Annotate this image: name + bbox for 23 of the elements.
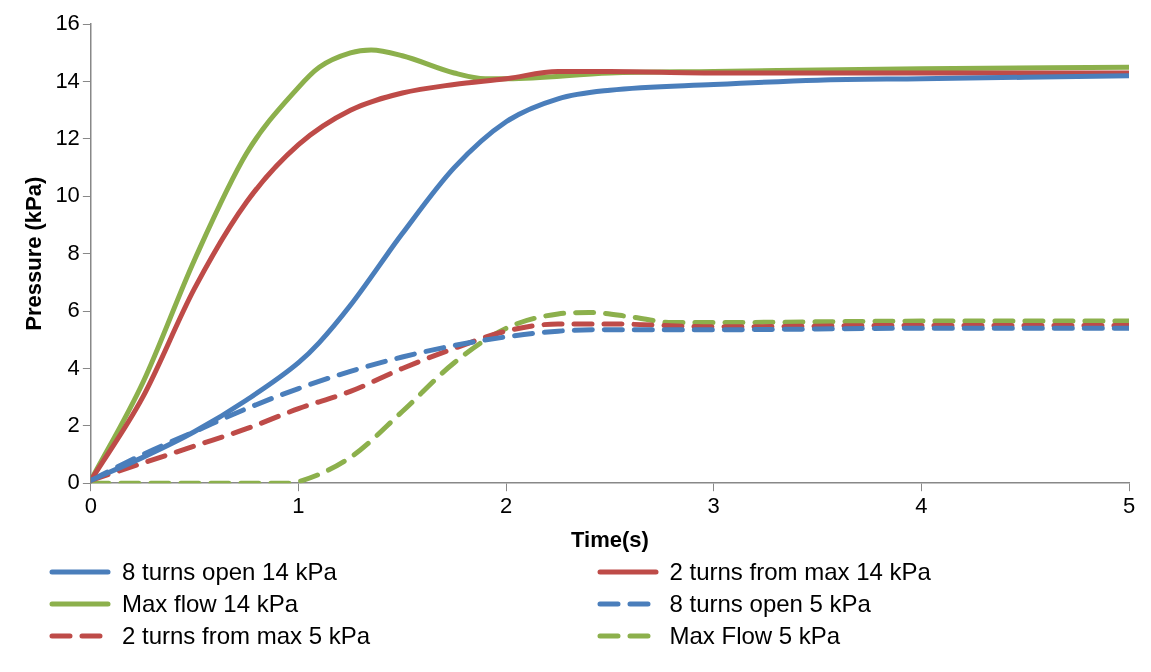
y-tick-label: 10 [55, 182, 80, 208]
legend-label: 2 turns from max 14 kPa [669, 558, 931, 586]
y-tick-label: 16 [55, 10, 80, 36]
x-tick-label: 1 [292, 493, 305, 519]
y-tick-label: 2 [67, 411, 80, 437]
y-tick-label: 14 [55, 67, 80, 93]
x-tick-label: 5 [1122, 493, 1136, 519]
x-axis-title: Time(s) [571, 526, 649, 552]
legend-label: 8 turns open 14 kPa [122, 558, 337, 586]
y-tick-label: 8 [67, 239, 80, 265]
legend-label: Max Flow 5 kPa [669, 622, 841, 650]
x-tick-label: 2 [500, 493, 513, 519]
y-tick-label: 0 [67, 469, 80, 495]
legend-label: 2 turns from max 5 kPa [122, 622, 371, 650]
legend-label: 8 turns open 5 kPa [669, 590, 871, 618]
x-tick-label: 3 [707, 493, 720, 519]
y-tick-label: 4 [67, 354, 80, 380]
y-axis-title: Pressure (kPa) [21, 176, 47, 331]
y-tick-label: 6 [67, 297, 80, 323]
x-tick-label: 0 [84, 493, 97, 519]
y-tick-label: 12 [55, 125, 80, 151]
x-tick-label: 4 [915, 493, 928, 519]
legend-label: Max flow 14 kPa [122, 590, 299, 618]
